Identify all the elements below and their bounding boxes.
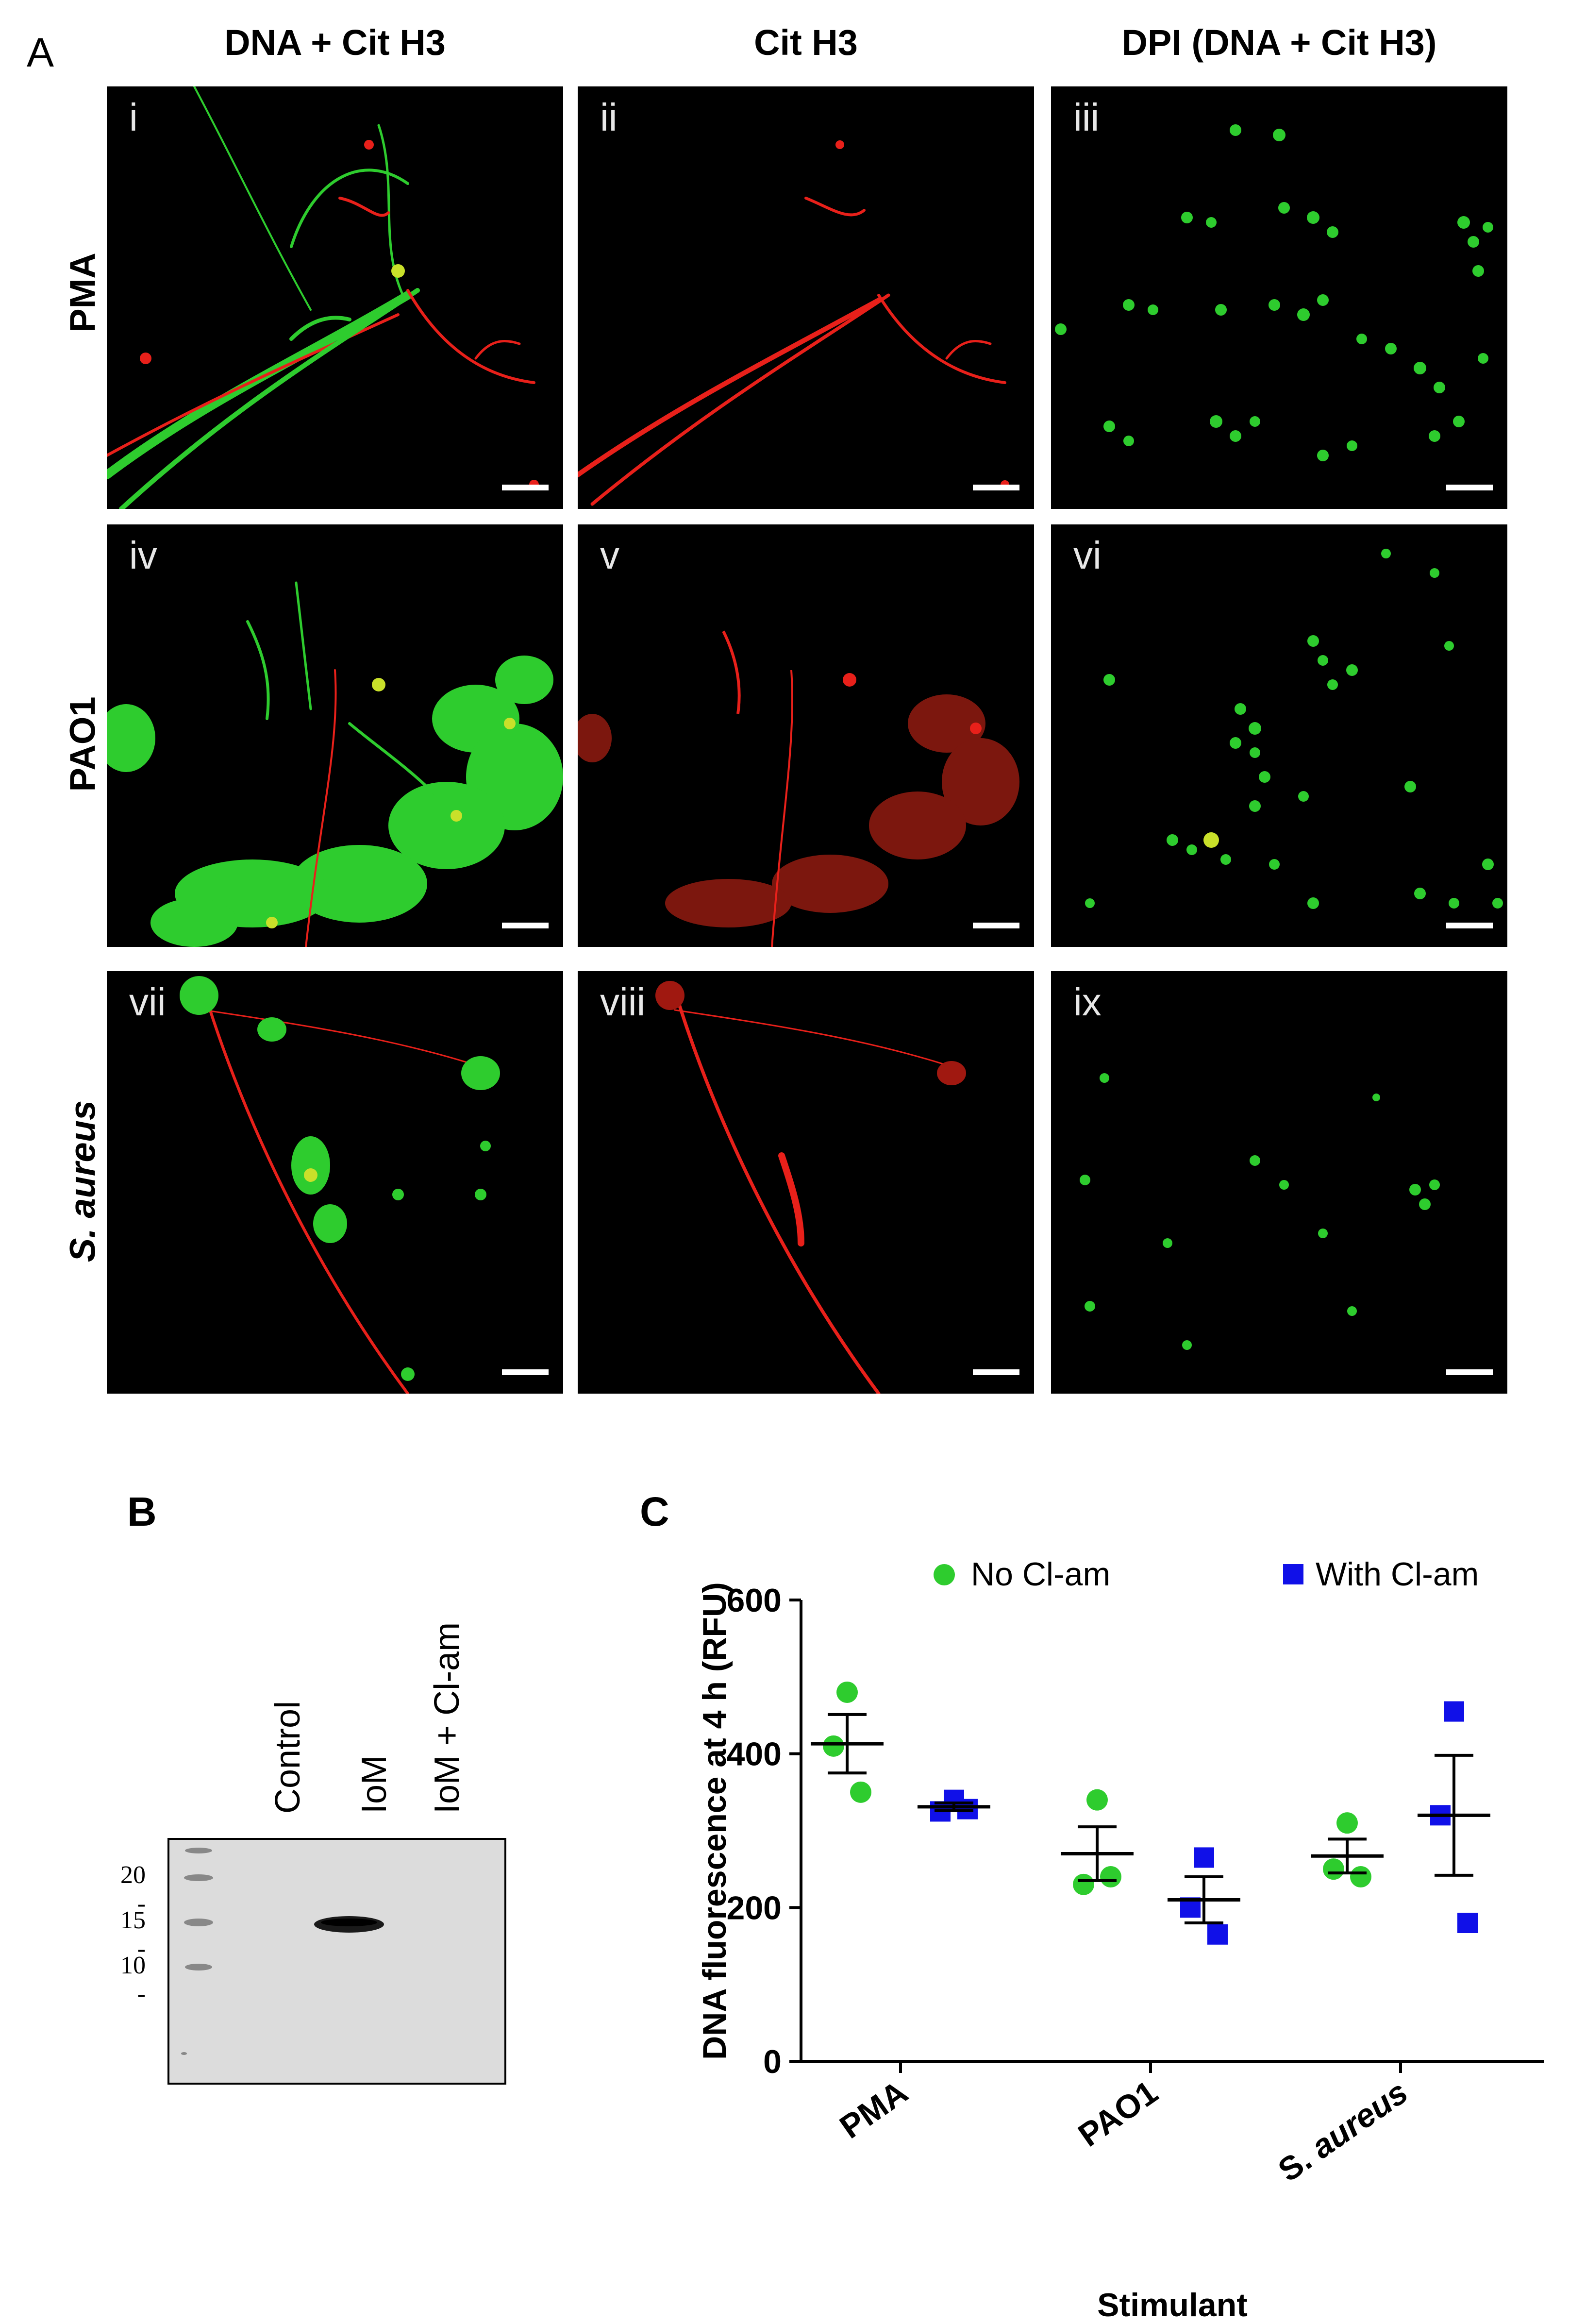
ladder-label-10: 10 - (120, 1952, 146, 2008)
data-point-no-clam (1100, 1866, 1121, 1887)
data-point-no-clam (1073, 1873, 1094, 1895)
scale-bar (973, 485, 1019, 490)
micrograph-viii: viii (578, 971, 1034, 1394)
panel-numeral-iii: iii (1073, 96, 1100, 139)
data-point-with-clam (1207, 1924, 1228, 1945)
y-tick-label: 200 (727, 1889, 782, 1926)
row-header-pma: PMA (62, 253, 103, 333)
chart-svg: 0 200 400 600 PMA PAO1 S. aureus Stimulant DNA f… (696, 1556, 1544, 2324)
panel-numeral-vi: vi (1073, 534, 1102, 577)
micrograph-vi: vi (1051, 524, 1507, 947)
data-point-with-clam (1194, 1847, 1214, 1868)
scale-bar (502, 1369, 549, 1375)
panel-numeral-iv: iv (129, 534, 157, 577)
ladder-label-15: 15 - (120, 1906, 146, 1963)
data-point-no-clam (823, 1735, 844, 1757)
micrograph-vii: vii (107, 971, 563, 1394)
panel-numeral-viii: viii (600, 980, 646, 1024)
data-point-no-clam (1086, 1789, 1108, 1811)
y-tick-label: 0 (763, 2043, 782, 2080)
legend-marker-no-clam (934, 1564, 955, 1585)
x-tick-label: PMA (833, 2073, 914, 2146)
panel-numeral-vii: vii (129, 980, 166, 1024)
panel-numeral-i: i (129, 96, 138, 139)
column-header-dpi: DPI (DNA + Cit H3) (1121, 22, 1437, 63)
y-tick-label: 600 (727, 1582, 782, 1619)
micrograph-ix: ix (1051, 971, 1507, 1394)
data-point-no-clam (1350, 1866, 1371, 1887)
micrograph-i: i (107, 86, 563, 509)
scale-bar (1446, 1369, 1493, 1375)
scale-bar (1446, 485, 1493, 490)
ladder-label-20: 20 - (120, 1861, 146, 1918)
panel-numeral-v: v (600, 534, 619, 577)
row-header-pao1: PAO1 (62, 696, 103, 792)
y-tick-label: 400 (727, 1736, 782, 1773)
data-point-with-clam (1444, 1701, 1464, 1722)
scale-bar (502, 485, 549, 490)
western-blot (167, 1838, 506, 2085)
dna-fluorescence-chart: 0 200 400 600 PMA PAO1 S. aureus Stimulant DNA f… (670, 1530, 1586, 2324)
data-point-no-clam (850, 1781, 871, 1803)
micrograph-iii: iii (1051, 86, 1507, 509)
micrograph-ii: ii (578, 86, 1034, 509)
legend-label-with-clam: With Cl-am (1316, 1556, 1479, 1593)
lane-label-iom: IoM (355, 1755, 394, 1814)
data-point-no-clam (1336, 1812, 1358, 1834)
scale-bar (502, 923, 549, 928)
x-axis-title: Stimulant (1097, 2287, 1248, 2322)
column-header-cith3: Cit H3 (754, 22, 858, 63)
panel-label-b: B (127, 1489, 157, 1534)
lane-label-iom-clam: IoM + Cl-am (428, 1622, 467, 1814)
panel-numeral-ix: ix (1073, 980, 1102, 1024)
scale-bar (1446, 923, 1493, 928)
data-point-no-clam (1323, 1858, 1344, 1880)
panel-label-c: C (640, 1489, 669, 1534)
micrograph-iv: iv (107, 524, 563, 947)
y-axis-title: DNA fluorescence at 4 h (RFU) (696, 1582, 733, 2060)
panel-numeral-ii: ii (600, 96, 618, 139)
scale-bar (973, 1369, 1019, 1375)
scale-bar (973, 923, 1019, 928)
column-header-dna-cith3: DNA + Cit H3 (224, 22, 446, 63)
legend-marker-with-clam (1283, 1564, 1303, 1584)
data-point-no-clam (836, 1682, 858, 1703)
data-point-with-clam (1457, 1913, 1478, 1933)
panel-label-a: A (27, 30, 54, 75)
row-header-saureus: S. aureus (62, 1100, 103, 1263)
x-tick-label: S. aureus (1271, 2073, 1414, 2189)
micrograph-v: v (578, 524, 1034, 947)
lane-label-control: Control (268, 1701, 307, 1814)
legend-label-no-clam: No Cl-am (971, 1556, 1110, 1593)
x-tick-label: PAO1 (1071, 2073, 1164, 2154)
